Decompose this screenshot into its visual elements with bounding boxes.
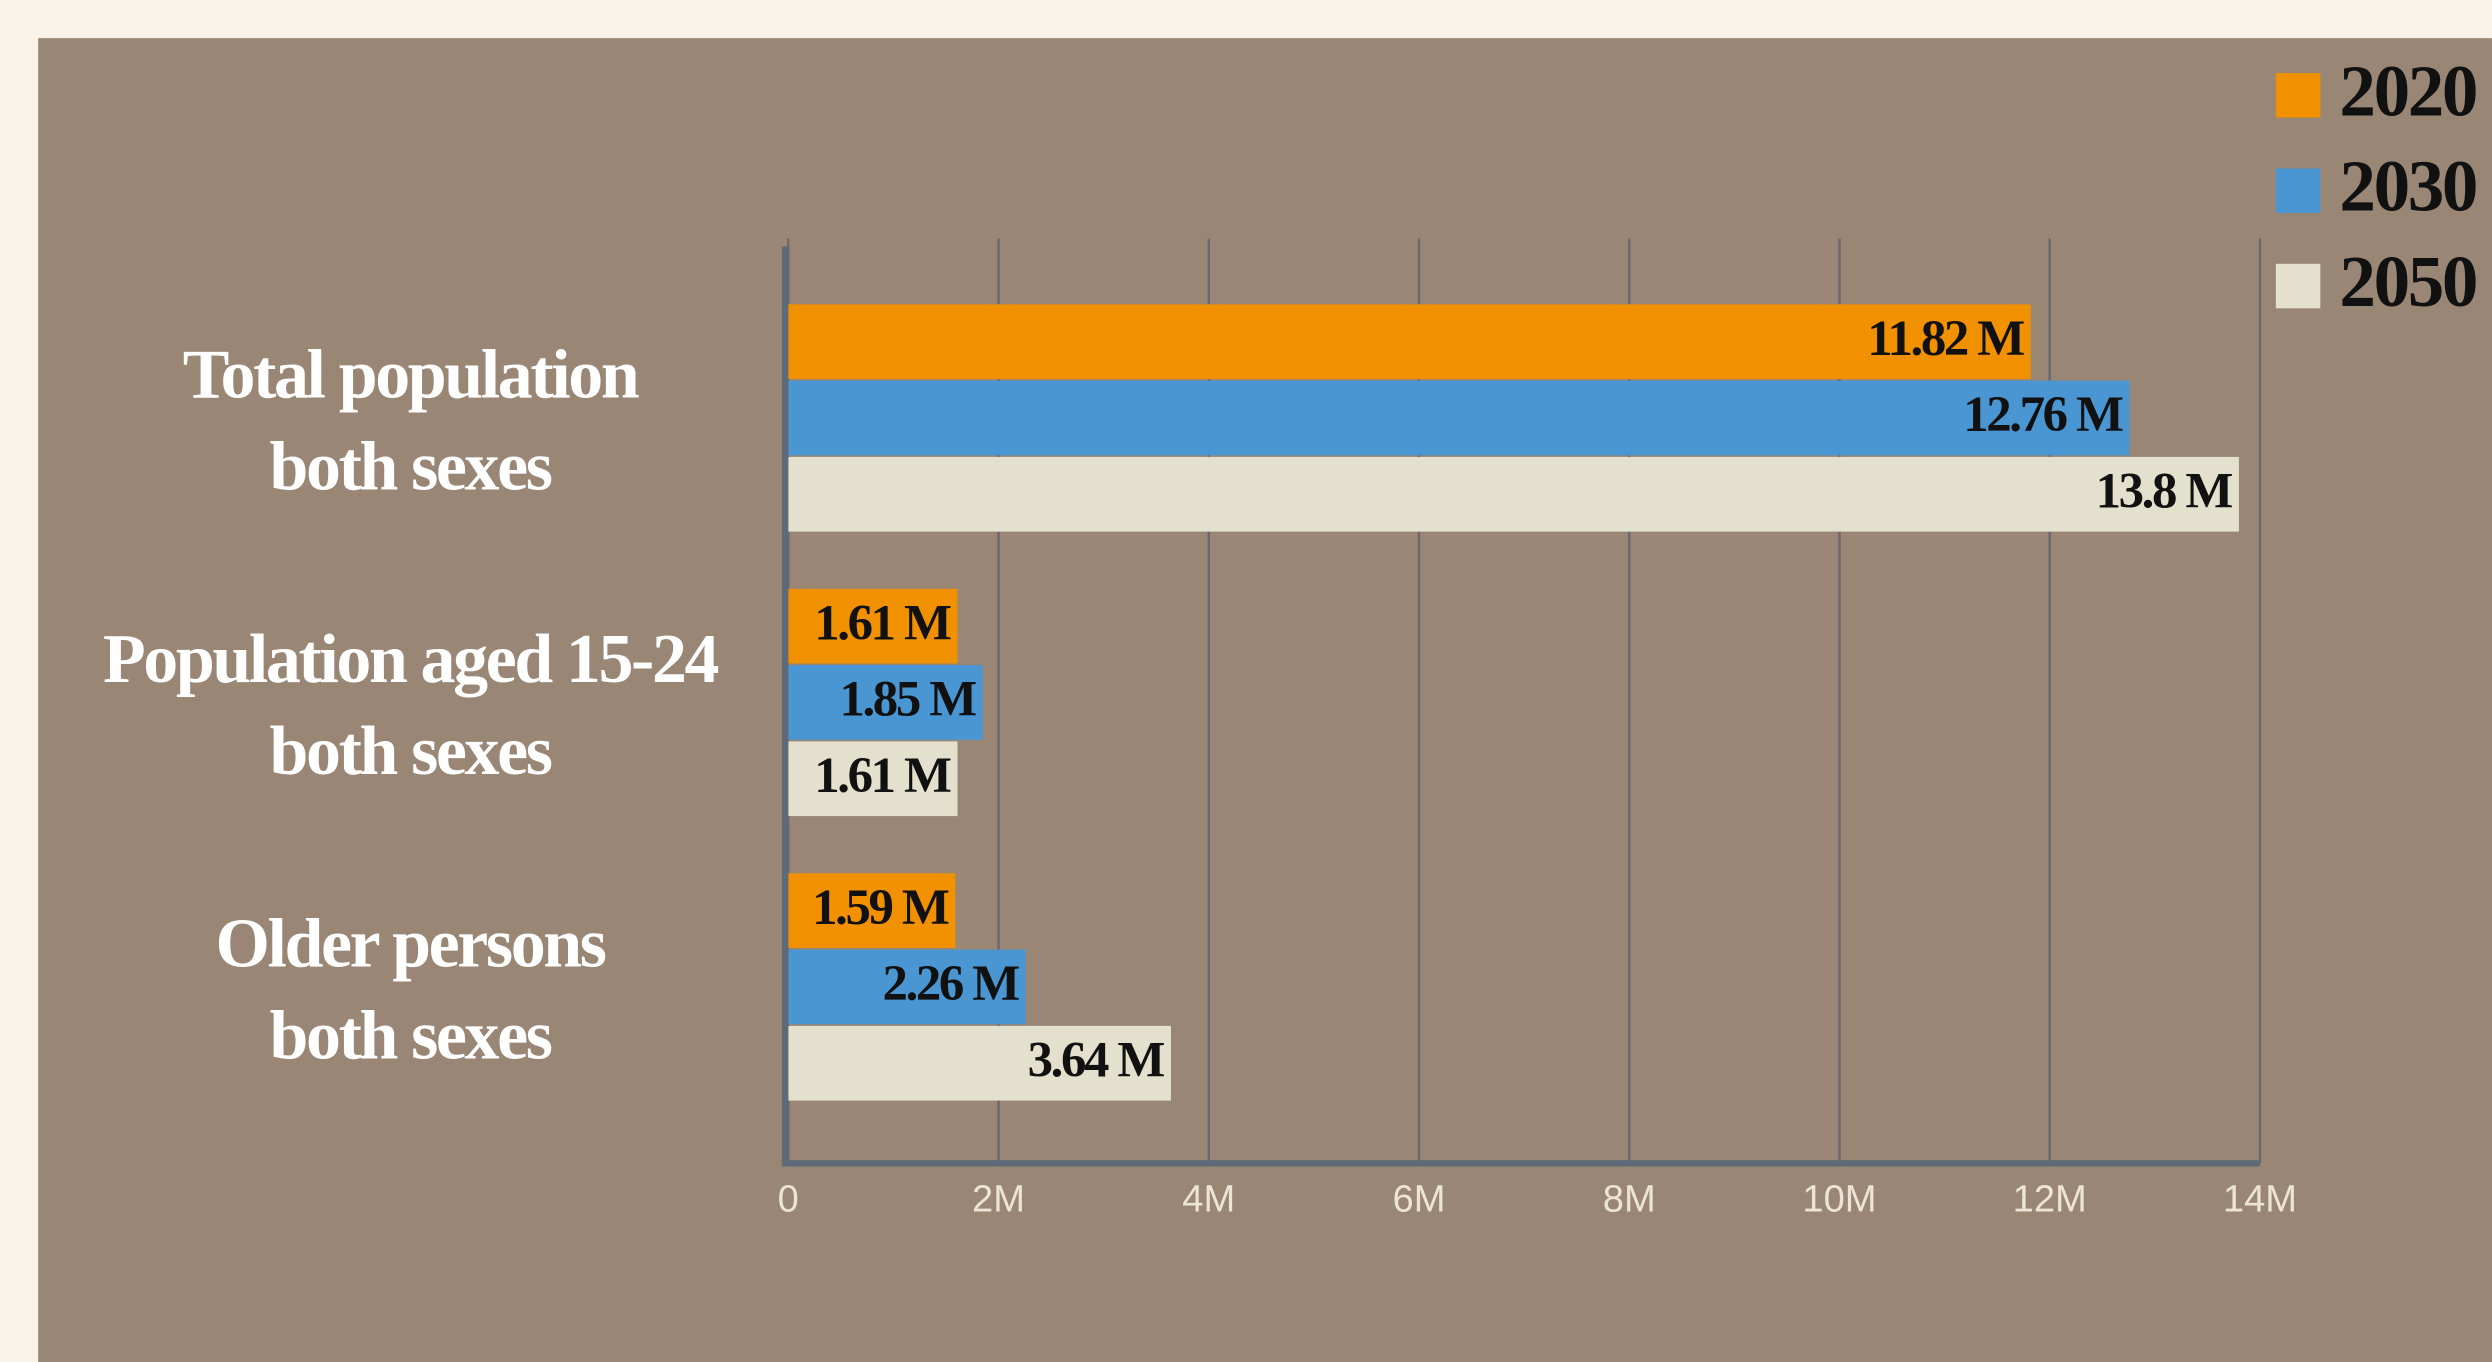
x-tick-label: 6M [1393,1178,1446,1221]
category-label: Older persons both sexes [215,905,605,1074]
category-line: Total population [183,336,639,413]
category-line: Older persons [215,905,605,982]
value-label: 11.82 M [1867,310,2024,366]
x-tick-label: 8M [1603,1178,1656,1221]
category-label: Total population both sexes [183,336,639,505]
legend-label: 2020 [2339,50,2476,131]
bar [788,949,1026,1025]
x-tick-label: 14M [2223,1178,2297,1221]
value-label: 12.76 M [1963,386,2123,442]
value-label: 13.8 M [2096,463,2233,519]
bar [788,456,2239,532]
bar [788,665,983,740]
x-tick-label: 0 [778,1178,799,1221]
bar [788,304,2031,380]
x-tick-label: 4M [1182,1178,1235,1221]
category-line: both sexes [270,429,552,506]
bar [788,380,2130,456]
legend-swatch [2275,168,2321,213]
value-label: 1.61 M [814,594,951,650]
bar [788,588,958,664]
bar [788,741,958,817]
bar [788,1025,1171,1101]
x-tick-label: 2M [972,1178,1025,1221]
category-line: both sexes [270,998,552,1075]
x-tick-label: 10M [1802,1178,1876,1221]
value-label: 1.85 M [839,671,976,727]
legend-label: 2030 [2339,146,2476,227]
value-label: 1.59 M [812,879,949,935]
legend-label: 2050 [2339,241,2476,322]
category-line: Population aged 15-24 [103,621,719,698]
legend-swatch [2275,263,2321,309]
x-tick-label: 12M [2013,1178,2087,1221]
value-label: 3.64 M [1028,1031,1165,1087]
category-line: both sexes [270,713,552,790]
category-label: Population aged 15-24 both sexes [103,621,719,790]
value-label: 1.61 M [814,747,951,803]
legend-swatch [2275,73,2321,118]
value-label: 2.26 M [883,955,1020,1011]
chart-panel [38,38,2492,1362]
bar [788,873,956,948]
